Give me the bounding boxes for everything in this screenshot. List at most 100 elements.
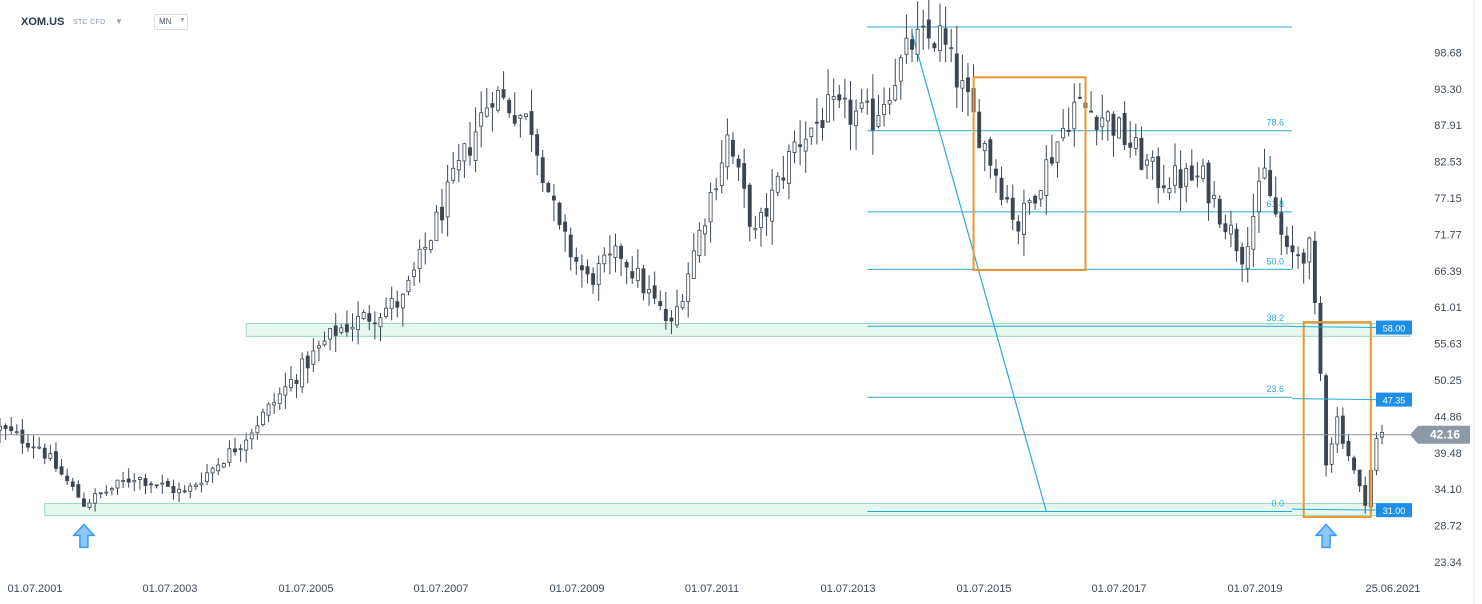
chevron-down-icon[interactable]: ▼ [115,17,123,26]
candle-body-bear [870,98,875,131]
candle-body-bear [1128,142,1133,148]
candle-body-bull [1256,180,1261,213]
candle-body-bull [0,426,2,431]
timeframe-dropdown[interactable]: MN ▼ [154,14,188,30]
candle-body-bull [1133,137,1138,149]
price-tag-connector [1291,398,1377,401]
candle-body-bull [770,189,775,222]
symbol-label[interactable]: XOM.US [21,16,65,28]
candle-body-bull [680,300,685,309]
price-tag-connector [1291,326,1377,329]
candle-body-bear [171,485,176,494]
candle-body-bull [356,315,361,330]
trendline [911,33,1047,512]
x-tick-label: 01.07.2015 [956,583,1011,595]
candle-body-bear [81,498,86,507]
candle-body-bear [1284,235,1289,247]
candle-body-bull [887,99,892,105]
candle-body-bear [344,324,349,333]
candle-body-bull [1195,175,1200,178]
candle-body-bull [1038,190,1043,200]
candle-body-bull [982,143,987,152]
current-price-line: 42.16 [0,425,1470,444]
candle-body-bull [479,112,484,127]
candle-body-bull [31,446,36,449]
candle-body-bull [283,386,288,396]
candle-body-bear [814,121,819,124]
candle-body-bull [473,131,478,161]
highlight-box [972,76,1087,272]
candle-body-bull [261,411,265,426]
candle-body-bear [641,268,646,294]
y-tick-label: 98.68 [1434,47,1462,59]
candle-body-bear [848,99,853,125]
candle-body-bear [305,355,310,369]
candle-body-bear [165,481,170,487]
candle-body-bull [1251,216,1256,250]
candle-body-bear [372,322,377,325]
candle-body-bear [42,447,47,459]
candle-body-bull [188,485,193,492]
chart-toolbar: XOM.US STC CFD ▼ MN ▼ [0,0,1482,40]
candle-body-bull [1150,157,1155,162]
candle-body-bear [1111,113,1116,136]
candle-body-bear [966,77,970,92]
candle-body-bull [792,141,797,153]
candle-body-bear [1352,457,1356,471]
candle-body-bull [524,113,528,117]
price-tag-label: 31.00 [1383,506,1406,516]
candle-body-bull [272,402,277,406]
candle-body-bear [837,94,842,101]
candle-body-bull [803,138,808,152]
y-axis: 98.68 93.30 87.91 82.53 77.15 71.77 66.39 61.01… [1434,0,1475,604]
candle-body-bear [1005,197,1010,200]
candle-body-bull [675,306,679,326]
candle-body-bear [658,301,663,307]
x-tick-label: 01.07.2009 [549,583,604,595]
fib-level-label: 0.0 [1271,499,1284,509]
candle-body-bear [294,379,299,384]
y-tick-label: 34.10 [1434,484,1462,496]
candle-body-bull [249,432,254,440]
candle-body-bull [115,479,120,489]
candle-body-bull [831,96,836,100]
candle-body-bull [255,425,260,434]
candle-body-bear [747,184,752,227]
candle-body-bull [1027,200,1032,203]
candle-body-bull [277,393,282,405]
candle-body-bear [736,158,741,168]
candle-body-bear [798,144,803,147]
candle-body-bear [126,478,131,483]
candle-body-bull [361,311,366,319]
candle-body-bull [826,94,831,123]
candle-body-bear [977,111,982,148]
candle-body-bull [607,253,612,256]
candle-body-bear [59,466,64,475]
candle-body-bull [423,246,428,250]
candle-body-bear [501,89,506,98]
candle-body-bull [289,379,293,388]
candle-body-bear [98,492,103,495]
candle-body-bull [339,327,344,333]
candle-body-bear [624,262,629,268]
candle-body-bear [512,115,517,124]
candle-body-bear [26,442,30,448]
candle-body-bull [193,484,198,487]
candle-body-bear [65,475,70,482]
candle-body-bear [630,271,635,279]
support-zones [44,322,1411,517]
candle-body-bear [943,28,948,45]
candle-body-bear [591,273,596,285]
y-tick-label: 44.86 [1434,411,1462,423]
candle-body-bull [1072,101,1077,130]
candle-body-bull [725,134,730,168]
candle-body-bull [1167,188,1172,194]
candle-body-bear [932,43,937,49]
candle-body-bull [691,250,696,279]
candle-body-bull [898,57,903,82]
y-tick-label: 77.15 [1434,193,1462,205]
candle-body-bull [708,192,713,223]
candle-body-bull [1307,237,1312,263]
candle-body-bull [697,229,702,256]
